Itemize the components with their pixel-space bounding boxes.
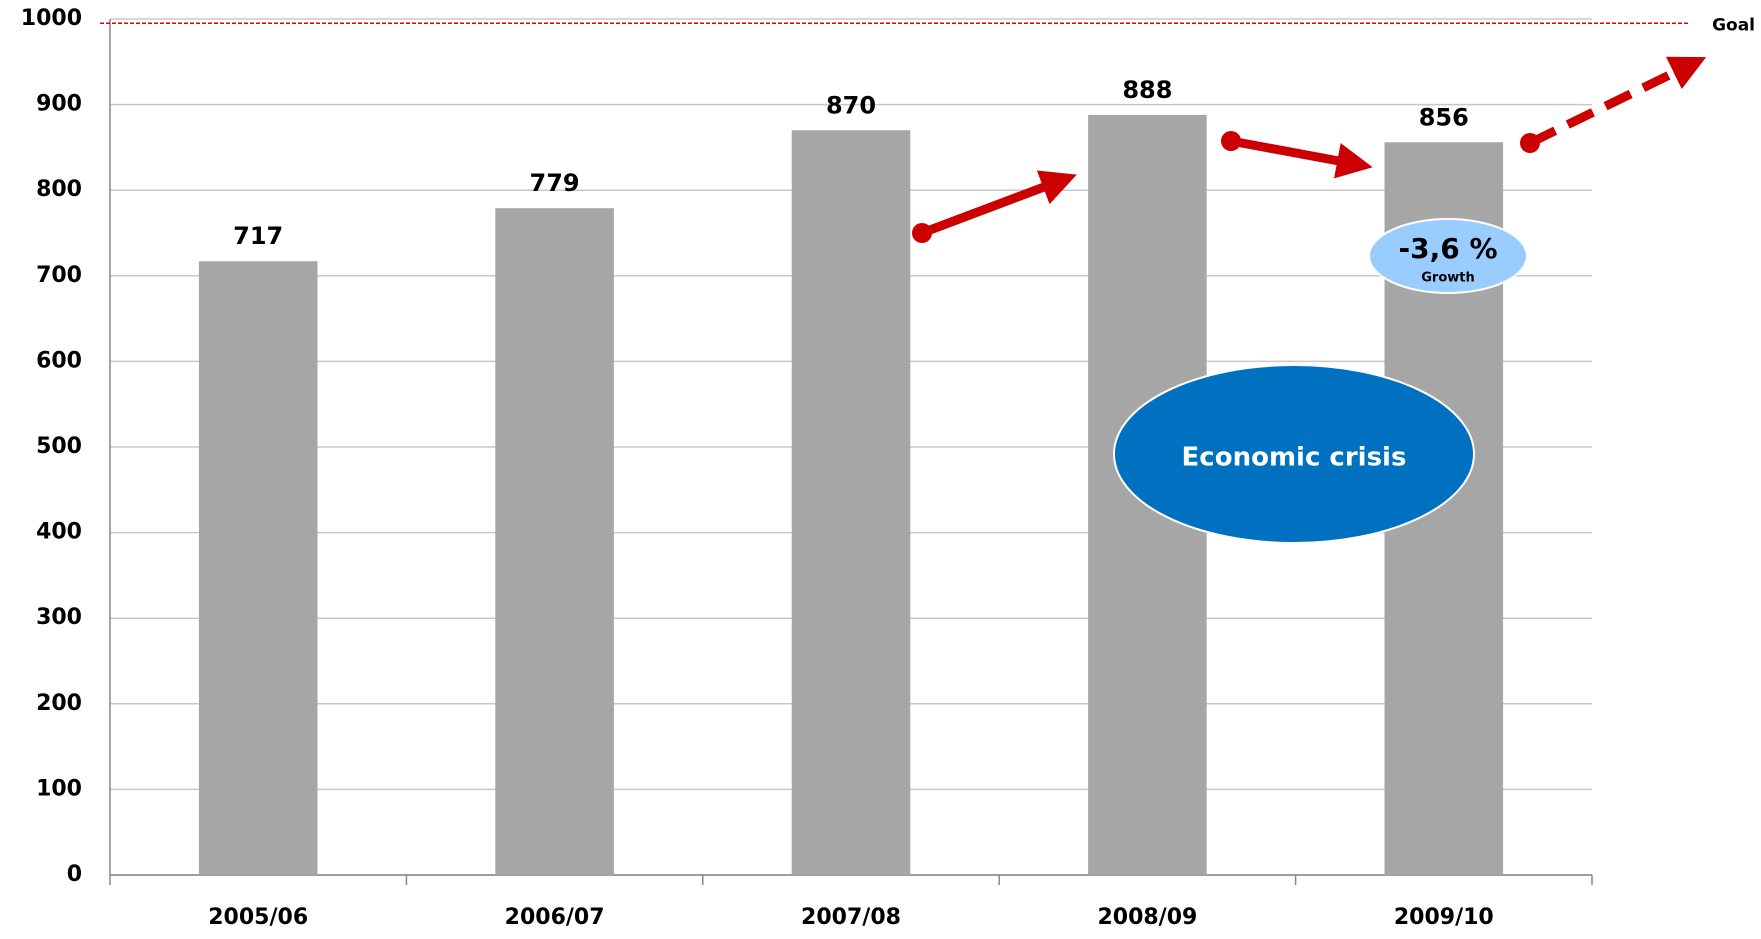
y-tick-label: 500 bbox=[36, 434, 82, 459]
arrow bbox=[1528, 56, 1707, 148]
growth-value: -3,6 % bbox=[1398, 232, 1497, 265]
arrow bbox=[1230, 136, 1373, 179]
y-tick-label: 200 bbox=[36, 691, 82, 716]
data-label: 888 bbox=[1122, 76, 1172, 104]
data-label: 870 bbox=[826, 91, 876, 119]
crisis-bubble bbox=[1113, 364, 1475, 544]
y-tick-label: 900 bbox=[36, 92, 82, 117]
crisis-label: Economic crisis bbox=[1182, 443, 1407, 473]
data-label: 779 bbox=[530, 169, 580, 197]
y-tick-label: 1000 bbox=[21, 6, 82, 31]
bar bbox=[791, 130, 911, 875]
x-tick-label: 2007/08 bbox=[801, 905, 901, 930]
arrow-dot bbox=[912, 223, 932, 243]
x-tick-label: 2009/10 bbox=[1394, 905, 1494, 930]
bar bbox=[495, 208, 614, 875]
x-tick-label: 2006/07 bbox=[505, 905, 605, 930]
y-tick-label: 600 bbox=[36, 348, 82, 373]
goal-label: Goal bbox=[1712, 15, 1755, 35]
trend-arrows bbox=[920, 56, 1707, 238]
y-tick-label: 300 bbox=[36, 605, 82, 630]
y-tick-label: 100 bbox=[36, 776, 82, 801]
y-tick-label: 0 bbox=[67, 862, 82, 887]
arrow bbox=[920, 170, 1077, 238]
x-tick-label: 2005/06 bbox=[208, 905, 308, 930]
arrow-dot bbox=[1221, 131, 1241, 151]
y-tick-label: 400 bbox=[36, 520, 82, 545]
growth-bubble bbox=[1368, 218, 1528, 294]
arrow-dot bbox=[1520, 133, 1540, 153]
bar bbox=[198, 261, 318, 875]
y-tick-label: 800 bbox=[36, 177, 82, 202]
data-label: 717 bbox=[233, 222, 283, 250]
y-tick-label: 700 bbox=[36, 263, 82, 288]
growth-label: Growth bbox=[1421, 271, 1475, 286]
x-tick-label: 2008/09 bbox=[1097, 905, 1197, 930]
data-label: 856 bbox=[1419, 103, 1469, 131]
